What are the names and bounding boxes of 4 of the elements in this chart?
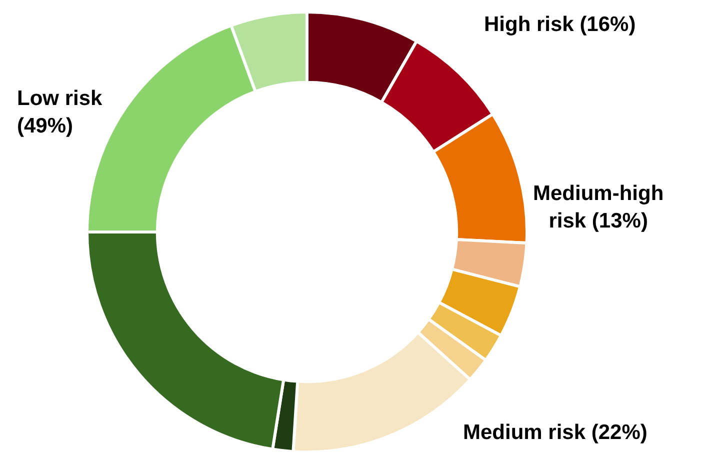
text: Low risk (49%) [17,87,103,138]
text: High risk (16%) [484,13,636,36]
text: Medium-high risk (13%) [533,182,664,232]
text: Medium risk (22%) [463,421,648,444]
